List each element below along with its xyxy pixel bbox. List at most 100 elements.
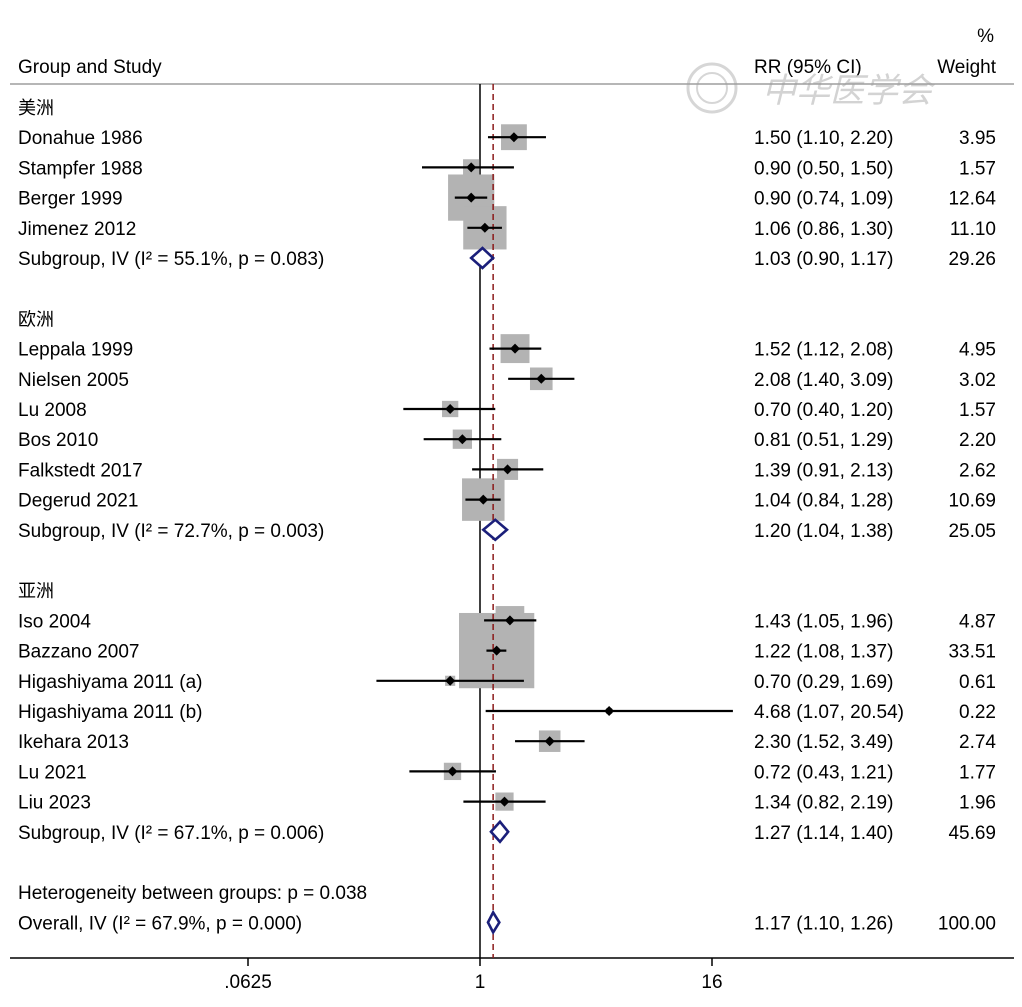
study-label: Higashiyama 2011 (a): [18, 672, 202, 693]
overall-ci: 1.17 (1.10, 1.26): [754, 913, 893, 934]
study-label: Jimenez 2012: [18, 219, 136, 240]
subgroup-ci: 1.27 (1.14, 1.40): [754, 823, 893, 844]
subgroup-label: Subgroup, IV (I² = 67.1%, p = 0.006): [18, 823, 324, 844]
watermark-seal-inner: [696, 72, 728, 104]
study-weight: 10.69: [948, 491, 996, 512]
study-ci: 1.06 (0.86, 1.30): [754, 219, 893, 240]
point-estimate: [510, 343, 521, 354]
study-ci: 0.70 (0.29, 1.69): [754, 672, 893, 693]
study-weight: 3.02: [959, 370, 996, 391]
ci-column-header: RR (95% CI): [754, 57, 862, 78]
study-weight: 2.62: [959, 460, 996, 481]
heterogeneity-note: Heterogeneity between groups: p = 0.038: [18, 883, 367, 904]
study-ci: 1.52 (1.12, 2.08): [754, 340, 893, 361]
subgroup-weight: 29.26: [948, 249, 996, 270]
weight-percent-label: %: [977, 26, 994, 47]
study-weight: 4.87: [959, 611, 996, 632]
study-ci: 1.43 (1.05, 1.96): [754, 611, 893, 632]
study-ci: 2.30 (1.52, 3.49): [754, 732, 893, 753]
study-weight: 1.57: [959, 158, 996, 179]
group-label: 亚洲: [18, 581, 54, 602]
study-ci: 0.90 (0.50, 1.50): [754, 158, 893, 179]
overall-label: Overall, IV (I² = 67.9%, p = 0.000): [18, 913, 302, 934]
study-weight: 1.96: [959, 793, 996, 814]
study-ci: 0.81 (0.51, 1.29): [754, 430, 893, 451]
study-ci: 0.70 (0.40, 1.20): [754, 400, 893, 421]
x-tick-label: .0625: [224, 972, 272, 993]
study-weight: 33.51: [948, 642, 996, 663]
study-label: Lu 2021: [18, 762, 87, 783]
subgroup-label: Subgroup, IV (I² = 55.1%, p = 0.083): [18, 249, 324, 270]
study-label: Higashiyama 2011 (b): [18, 702, 202, 723]
watermark-seal: [686, 62, 738, 114]
study-weight: 1.57: [959, 400, 996, 421]
study-column-header: Group and Study: [18, 57, 162, 78]
point-estimate: [466, 192, 477, 203]
point-estimate: [544, 736, 555, 747]
study-ci: 0.90 (0.74, 1.09): [754, 189, 893, 210]
study-ci: 0.72 (0.43, 1.21): [754, 762, 893, 783]
study-label: Donahue 1986: [18, 128, 143, 149]
study-label: Stampfer 1988: [18, 158, 143, 179]
study-label: Leppala 1999: [18, 340, 133, 361]
point-estimate: [491, 645, 502, 656]
point-estimate: [499, 796, 510, 807]
study-ci: 1.22 (1.08, 1.37): [754, 642, 893, 663]
study-label: Falkstedt 2017: [18, 460, 143, 481]
overall-diamond: [486, 909, 501, 936]
study-weight: 4.95: [959, 340, 996, 361]
study-weight: 2.74: [959, 732, 996, 753]
study-label: Bos 2010: [18, 430, 98, 451]
study-weight: 0.22: [959, 702, 996, 723]
study-label: Lu 2008: [18, 400, 87, 421]
x-axis-ticks: .0625 1 16: [224, 958, 723, 993]
point-estimate: [504, 615, 515, 626]
study-weight: 11.10: [950, 219, 996, 240]
study-weight: 0.61: [959, 672, 996, 693]
row-labels: 美洲 Donahue 1986 1.50 (1.10, 2.20) 3.95 Stamp…: [18, 98, 996, 934]
point-estimate: [502, 464, 513, 475]
subgroup-label: Subgroup, IV (I² = 72.7%, p = 0.003): [18, 521, 324, 542]
study-label: Bazzano 2007: [18, 642, 140, 663]
chart-marks: [376, 84, 733, 958]
subgroup-diamond: [481, 518, 509, 542]
study-weight: 1.77: [959, 762, 996, 783]
group-label: 美洲: [18, 98, 54, 119]
overall-weight: 100.00: [938, 913, 996, 934]
watermark: 中华医学会: [686, 62, 936, 114]
point-estimate: [447, 766, 458, 777]
study-ci: 1.39 (0.91, 2.13): [754, 460, 893, 481]
point-estimate: [604, 706, 615, 716]
study-weight: 2.20: [959, 430, 996, 451]
study-label: Berger 1999: [18, 189, 123, 210]
point-estimate: [478, 494, 489, 505]
x-tick-label: 16: [701, 972, 722, 993]
point-estimate: [445, 404, 456, 414]
study-weight: 12.64: [948, 189, 996, 210]
study-weight: 3.95: [959, 128, 996, 149]
weight-column-header: Weight: [937, 57, 997, 78]
study-ci: 4.68 (1.07, 20.54): [754, 702, 904, 723]
subgroup-weight: 25.05: [948, 521, 996, 542]
point-estimate: [536, 373, 547, 384]
subgroup-ci: 1.20 (1.04, 1.38): [754, 521, 893, 542]
study-label: Iso 2004: [18, 611, 91, 632]
estimates: [376, 84, 733, 958]
watermark-text: 中华医学会: [762, 71, 936, 111]
study-label: Degerud 2021: [18, 491, 138, 512]
x-tick-label: 1: [475, 972, 486, 993]
point-estimate: [508, 132, 519, 143]
study-label: Nielsen 2005: [18, 370, 129, 391]
study-label: Ikehara 2013: [18, 732, 129, 753]
point-estimate: [457, 434, 468, 445]
study-ci: 1.50 (1.10, 2.20): [754, 128, 893, 149]
subgroup-diamond: [489, 819, 510, 844]
study-ci: 1.04 (0.84, 1.28): [754, 491, 893, 512]
study-ci: 2.08 (1.40, 3.09): [754, 370, 893, 391]
point-estimate: [445, 675, 456, 686]
subgroup-weight: 45.69: [948, 823, 996, 844]
subgroup-diamond: [469, 246, 496, 270]
subgroup-ci: 1.03 (0.90, 1.17): [754, 249, 893, 270]
study-ci: 1.34 (0.82, 2.19): [754, 793, 893, 814]
